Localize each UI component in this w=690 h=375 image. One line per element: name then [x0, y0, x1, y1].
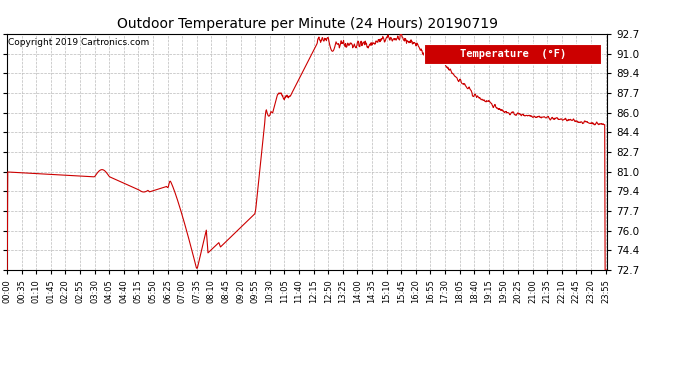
Title: Outdoor Temperature per Minute (24 Hours) 20190719: Outdoor Temperature per Minute (24 Hours…	[117, 17, 497, 31]
Text: Copyright 2019 Cartronics.com: Copyright 2019 Cartronics.com	[8, 39, 149, 48]
